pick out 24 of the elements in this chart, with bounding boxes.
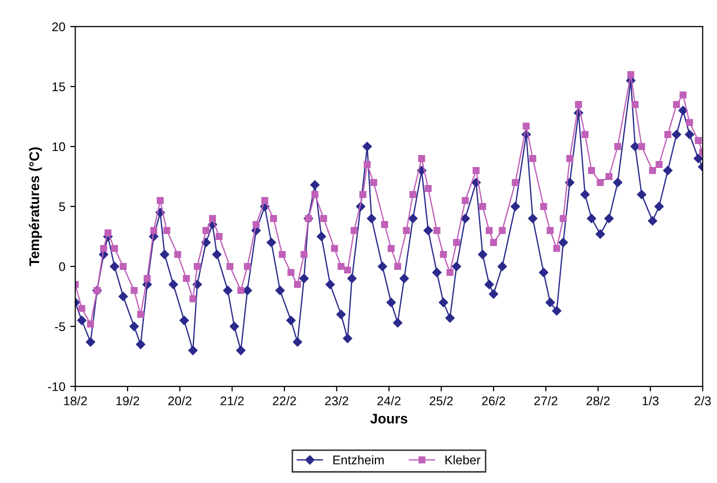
x-tick-label: 20/2 (168, 396, 192, 406)
x-tick-label: 27/2 (534, 396, 558, 406)
x-tick-label: 24/2 (377, 396, 401, 406)
x-tick-label: 25/2 (430, 396, 453, 406)
x-axis-title: Jours (370, 414, 408, 424)
x-tick-label: 18/2 (64, 396, 87, 406)
x-tick-label: 23/2 (325, 396, 348, 406)
y-tick-label: 5 (59, 202, 66, 212)
x-tick-label: 22/2 (272, 396, 296, 406)
legend-label: Entzheim (333, 455, 384, 464)
y-tick-label: 15 (52, 82, 66, 92)
y-tick-label: -10 (48, 382, 66, 392)
y-tick-label: 20 (52, 22, 66, 32)
x-tick-label: 2/3 (694, 396, 711, 406)
x-tick-label: 19/2 (116, 396, 140, 406)
x-tick-label: 26/2 (482, 396, 506, 406)
y-axis-title: Températures (°C) (28, 147, 42, 266)
y-tick-label: 10 (52, 142, 66, 152)
y-tick-label: 0 (59, 262, 66, 272)
x-tick-label: 21/2 (220, 396, 244, 406)
x-tick-label: 28/2 (586, 396, 610, 406)
x-tick-label: 1/3 (642, 396, 659, 406)
y-tick-label: -5 (55, 322, 66, 332)
legend-label: Kleber (445, 455, 480, 464)
